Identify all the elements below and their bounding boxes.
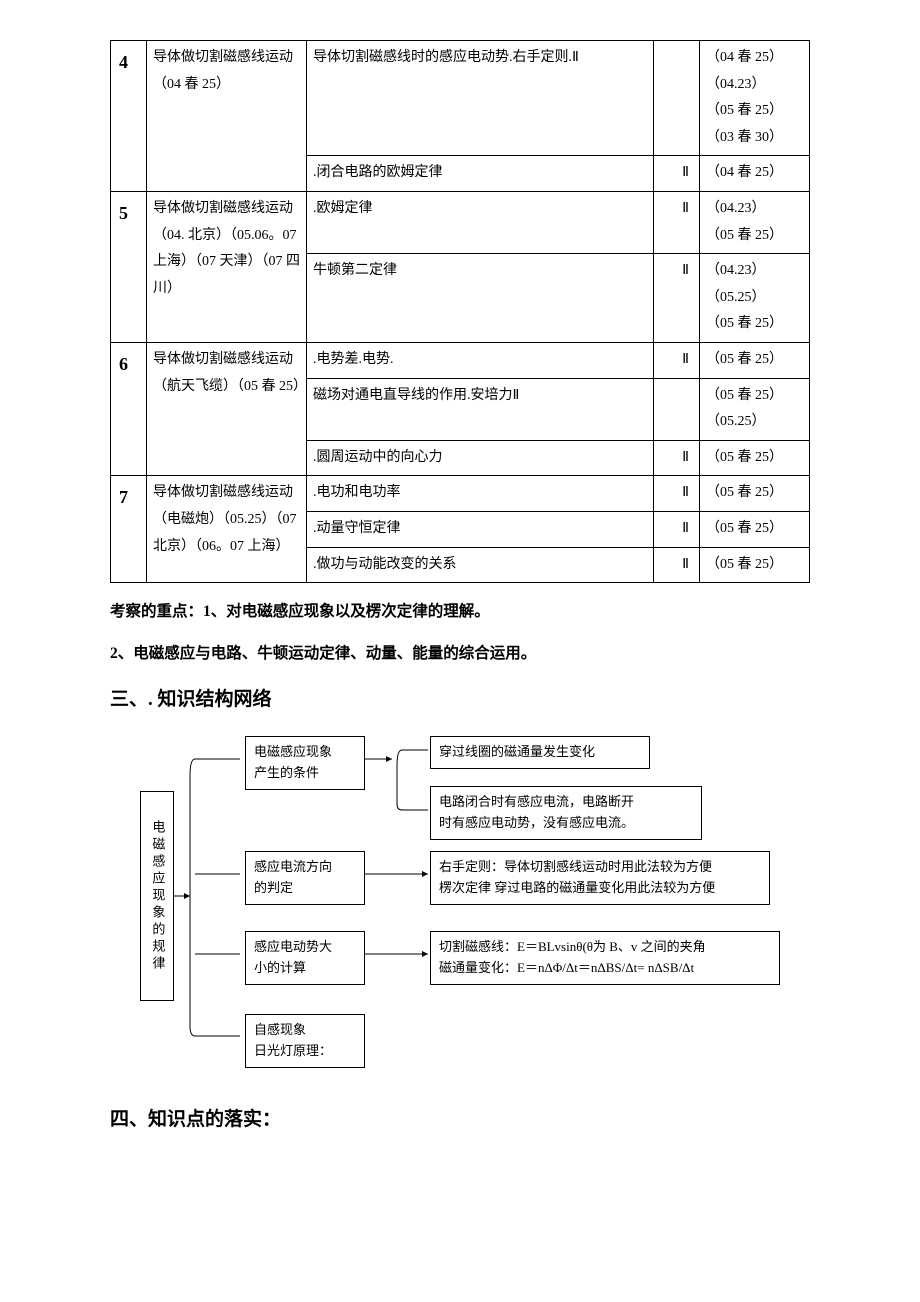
exam-topics-table: 4导体做切割磁感线运动（04 春 25）导体切割磁感线时的感应电动势.右手定则.… [110,40,810,583]
source-cell: （05 春 25） [700,511,810,547]
knowledge-point: .电势差.电势. [307,342,654,378]
knowledge-point: .动量守恒定律 [307,511,654,547]
source-cell: （05 春 25）（05.25） [700,378,810,440]
knowledge-point: 牛顿第二定律 [307,254,654,343]
knowledge-point: .做功与动能改变的关系 [307,547,654,583]
level-cell: Ⅱ [654,191,700,253]
diagram-box-direction: 感应电流方向的判定 [245,851,365,905]
table-row: 6导体做切割磁感线运动（航天飞缆）（05 春 25）.电势差.电势.Ⅱ（05 春… [111,342,810,378]
row-number: 7 [111,476,147,583]
source-cell: （05 春 25） [700,440,810,476]
diagram-box-formulas: 切割磁感线：E＝BLvsinθ(θ为 B、v 之间的夹角磁通量变化：E＝nΔΦ/… [430,931,780,985]
knowledge-point: .闭合电路的欧姆定律 [307,156,654,192]
level-cell: Ⅱ [654,476,700,512]
diagram-box-flux-change: 穿过线圈的磁通量发生变化 [430,736,650,769]
knowledge-point: 导体切割磁感线时的感应电动势.右手定则.Ⅱ [307,41,654,156]
diagram-box-self-induction: 自感现象日光灯原理： [245,1014,365,1068]
focus-label: 考察的重点： [110,603,203,620]
focus-item-1: 1、对电磁感应现象以及楞次定律的理解。 [203,603,490,620]
diagram-box-rules: 右手定则：导体切割感线运动时用此法较为方便楞次定律 穿过电路的磁通量变化用此法较… [430,851,770,905]
level-cell: Ⅱ [654,156,700,192]
knowledge-point: .电功和电功率 [307,476,654,512]
row-topic: 导体做切割磁感线运动（04. 北京）（05.06。07 上海）（07 天津）（0… [147,191,307,342]
knowledge-point: 磁场对通电直导线的作用.安培力Ⅱ [307,378,654,440]
level-cell: Ⅱ [654,342,700,378]
section-3-heading: 三、. 知识结构网络 [110,686,810,715]
exam-focus-2: 2、电磁感应与电路、牛顿运动定律、动量、能量的综合运用。 [110,639,810,668]
row-number: 5 [111,191,147,342]
level-cell [654,378,700,440]
source-cell: （04 春 25） [700,156,810,192]
source-cell: （04.23）（05 春 25） [700,191,810,253]
source-cell: （05 春 25） [700,476,810,512]
diagram-root-box: 电磁感应现象的规律 [140,791,174,1001]
level-cell: Ⅱ [654,254,700,343]
diagram-box-emf: 感应电动势大小的计算 [245,931,365,985]
source-cell: （05 春 25） [700,547,810,583]
row-topic: 导体做切割磁感线运动（电磁炮）（05.25）（07 北京）（06。07 上海） [147,476,307,583]
table-row: 5导体做切割磁感线运动（04. 北京）（05.06。07 上海）（07 天津）（… [111,191,810,253]
level-cell: Ⅱ [654,440,700,476]
level-cell: Ⅱ [654,511,700,547]
source-cell: （04.23）（05.25）（05 春 25） [700,254,810,343]
diagram-box-closed-circuit: 电路闭合时有感应电流，电路断开时有感应电动势，没有感应电流。 [430,786,702,840]
level-cell: Ⅱ [654,547,700,583]
exam-focus-1: 考察的重点：1、对电磁感应现象以及楞次定律的理解。 [110,597,810,626]
knowledge-point: .欧姆定律 [307,191,654,253]
source-cell: （05 春 25） [700,342,810,378]
row-topic: 导体做切割磁感线运动（航天飞缆）（05 春 25） [147,342,307,475]
row-topic: 导体做切割磁感线运动（04 春 25） [147,41,307,192]
row-number: 6 [111,342,147,475]
level-cell [654,41,700,156]
diagram-box-condition: 电磁感应现象产生的条件 [245,736,365,790]
source-cell: （04 春 25）（04.23）（05 春 25）（03 春 30） [700,41,810,156]
table-row: 4导体做切割磁感线运动（04 春 25）导体切割磁感线时的感应电动势.右手定则.… [111,41,810,156]
knowledge-structure-diagram: 电磁感应现象的规律 电磁感应现象产生的条件 感应电流方向的判定 感应电动势大小的… [140,736,780,1076]
knowledge-point: .圆周运动中的向心力 [307,440,654,476]
row-number: 4 [111,41,147,192]
table-row: 7导体做切割磁感线运动（电磁炮）（05.25）（07 北京）（06。07 上海）… [111,476,810,512]
section-4-heading: 四、知识点的落实： [110,1106,810,1135]
